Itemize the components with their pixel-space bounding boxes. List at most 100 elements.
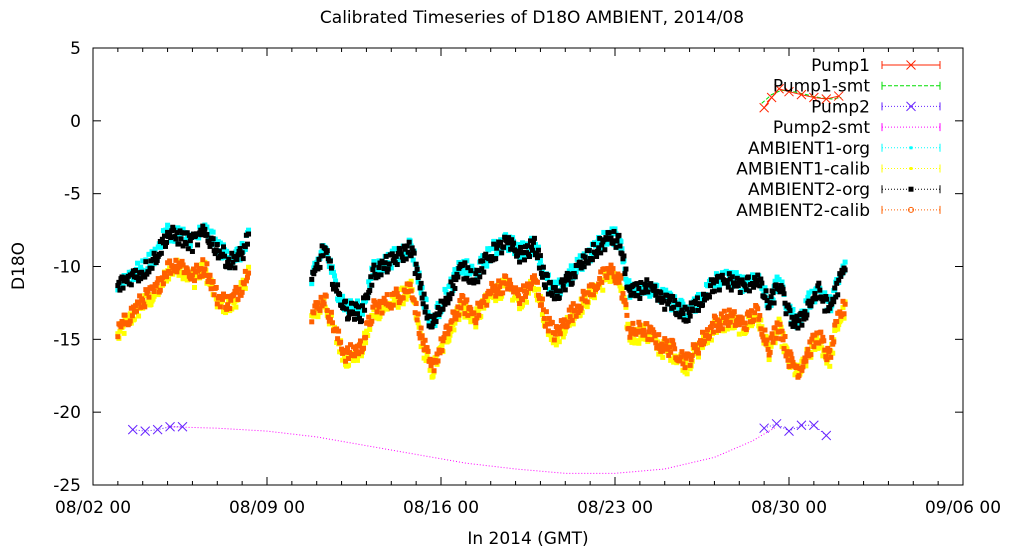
data-point [782, 300, 788, 306]
data-point [453, 277, 459, 283]
data-point [658, 290, 664, 296]
data-point [374, 262, 380, 268]
data-point [620, 256, 626, 262]
data-point [503, 232, 509, 238]
data-point [136, 300, 142, 306]
data-point [116, 279, 122, 285]
data-point [664, 338, 670, 344]
data-point [463, 272, 469, 278]
data-point [625, 321, 631, 327]
data-point [565, 281, 571, 287]
data-point [680, 301, 686, 307]
data-point [608, 272, 614, 278]
data-point [315, 314, 321, 320]
series-ambient2-calib [115, 257, 848, 380]
data-point [198, 266, 204, 272]
data-point [821, 338, 827, 344]
data-point [393, 286, 399, 292]
data-point [641, 289, 647, 295]
data-point [523, 293, 529, 299]
data-point [213, 284, 219, 290]
data-point [717, 323, 723, 329]
data-point [635, 338, 641, 344]
data-point [221, 244, 226, 250]
data-point [623, 276, 629, 282]
data-point [805, 346, 811, 352]
data-point [640, 336, 646, 342]
data-point [557, 331, 563, 337]
data-point [668, 349, 674, 355]
data-point [708, 337, 714, 343]
data-point [701, 338, 707, 344]
data-point [794, 313, 800, 319]
data-point [805, 294, 811, 300]
data-point [827, 363, 833, 369]
data-point [427, 356, 433, 362]
data-point [628, 330, 634, 336]
data-point [159, 236, 165, 242]
data-point [429, 324, 435, 330]
data-point [557, 291, 563, 297]
data-point [831, 339, 837, 345]
series-pump2 [127, 418, 832, 441]
data-point [840, 305, 846, 311]
data-point [408, 278, 414, 284]
data-point [395, 251, 401, 257]
data-point [724, 279, 730, 285]
data-point [233, 284, 239, 290]
data-point [652, 283, 658, 289]
data-point [367, 326, 373, 332]
data-point [626, 325, 632, 331]
data-point [785, 357, 791, 363]
data-point [464, 275, 470, 281]
data-point [750, 280, 756, 286]
data-point [145, 288, 151, 294]
data-point [604, 274, 610, 280]
data-point [381, 266, 387, 272]
data-point [121, 330, 127, 336]
data-point [200, 223, 206, 229]
x-marker [821, 94, 832, 104]
data-point [177, 263, 183, 269]
data-point [366, 314, 372, 320]
data-point [812, 299, 818, 305]
data-point [413, 261, 419, 267]
data-point [386, 261, 392, 267]
data-point [535, 292, 541, 298]
data-point [525, 243, 531, 249]
series-line [132, 426, 183, 432]
data-point [324, 308, 330, 314]
data-point [832, 285, 838, 291]
data-point [399, 254, 405, 260]
data-point [627, 334, 633, 340]
data-point [118, 324, 124, 330]
data-point [722, 320, 728, 326]
data-point [168, 235, 174, 241]
data-point [827, 347, 833, 353]
data-point [544, 272, 550, 278]
data-point [559, 323, 565, 329]
data-point [720, 315, 726, 321]
data-point [757, 313, 763, 319]
data-point [622, 297, 628, 303]
data-point [137, 293, 143, 299]
data-point [827, 305, 833, 311]
data-point [344, 349, 350, 355]
legend-item: AMBIENT1-calib [736, 160, 941, 180]
data-point [623, 266, 629, 272]
data-point [636, 340, 642, 346]
data-point [476, 268, 482, 274]
data-point [346, 315, 352, 321]
data-point [348, 298, 354, 304]
x-marker [796, 420, 807, 431]
data-point [403, 296, 409, 302]
legend-label: AMBIENT2-org [748, 180, 870, 200]
data-point [129, 271, 135, 277]
data-point [440, 338, 446, 344]
data-point [776, 277, 782, 283]
data-point [526, 254, 532, 260]
data-point [376, 304, 382, 310]
data-point [536, 265, 542, 271]
data-point [424, 352, 430, 358]
data-point [434, 351, 440, 357]
